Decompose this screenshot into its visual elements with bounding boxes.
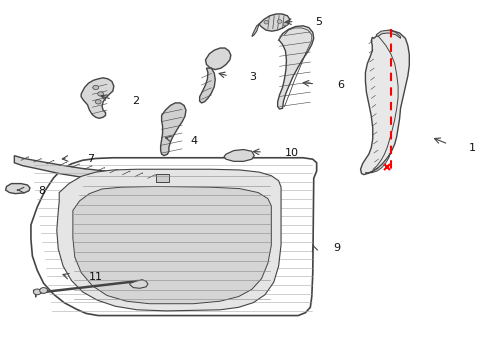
Circle shape: [264, 21, 268, 24]
Polygon shape: [160, 103, 185, 156]
Text: 6: 6: [336, 80, 344, 90]
Circle shape: [98, 92, 103, 96]
Circle shape: [283, 22, 287, 26]
Text: 10: 10: [284, 148, 298, 158]
Text: 2: 2: [132, 96, 139, 106]
Polygon shape: [73, 186, 271, 304]
Bar: [156, 174, 169, 182]
Polygon shape: [365, 152, 390, 174]
Circle shape: [277, 20, 282, 23]
Polygon shape: [31, 158, 316, 316]
Text: 8: 8: [39, 186, 46, 196]
Circle shape: [33, 289, 41, 295]
Polygon shape: [199, 68, 215, 103]
Polygon shape: [360, 30, 408, 175]
Text: 11: 11: [88, 272, 102, 282]
Polygon shape: [81, 78, 114, 118]
Polygon shape: [224, 149, 254, 161]
Polygon shape: [205, 48, 230, 69]
Polygon shape: [375, 30, 400, 39]
Text: 7: 7: [87, 154, 94, 164]
Polygon shape: [277, 26, 313, 109]
Polygon shape: [130, 280, 148, 288]
Text: 9: 9: [333, 243, 340, 253]
Text: 1: 1: [468, 143, 475, 153]
Polygon shape: [251, 24, 259, 37]
Polygon shape: [57, 169, 281, 311]
Circle shape: [40, 288, 47, 293]
Text: 3: 3: [249, 72, 256, 82]
Text: 4: 4: [190, 136, 198, 145]
Polygon shape: [259, 14, 289, 31]
Polygon shape: [5, 184, 30, 194]
Text: 5: 5: [315, 17, 322, 27]
Circle shape: [93, 85, 99, 90]
Circle shape: [95, 100, 101, 104]
Polygon shape: [14, 156, 172, 183]
